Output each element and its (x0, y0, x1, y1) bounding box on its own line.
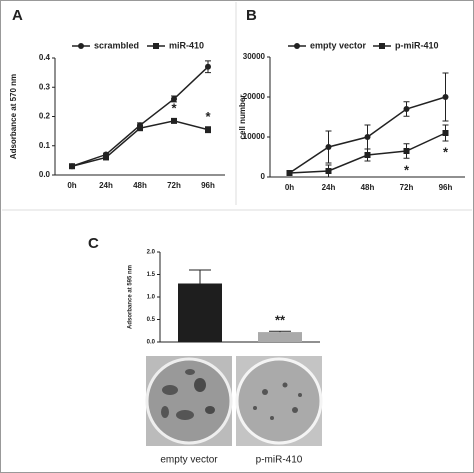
y-tick-label: 0 (261, 172, 266, 181)
y-tick-label: 1.5 (147, 272, 156, 278)
x-tick-label: 0h (285, 183, 294, 192)
y-tick-label: 0.4 (39, 53, 51, 62)
category-label: p-miR-410 (256, 455, 303, 466)
y-tick-label: 0.2 (39, 112, 51, 121)
y-tick-label: 0.5 (147, 317, 156, 323)
photo-p-mir-410 (235, 356, 323, 446)
legend-marker (153, 43, 159, 49)
x-tick-label: 72h (167, 181, 181, 190)
annotation: * (171, 100, 177, 115)
data-point (171, 117, 177, 124)
data-point (205, 126, 211, 133)
legend-label: scrambled (94, 40, 139, 50)
y-tick-label: 0.0 (147, 340, 156, 346)
x-tick-label: 72h (400, 183, 414, 192)
data-point (325, 168, 332, 174)
legend-label: miR-410 (169, 40, 204, 50)
legend-marker (78, 43, 84, 49)
data-point (205, 63, 211, 70)
y-tick-label: 0.3 (39, 82, 51, 91)
data-point (442, 130, 449, 136)
annotation: * (205, 109, 211, 124)
data-point (325, 144, 332, 150)
data-point (286, 170, 293, 176)
category-label: empty vector (160, 455, 218, 466)
data-point (403, 148, 410, 154)
data-point (403, 106, 410, 112)
y-tick-label: 20000 (243, 92, 266, 101)
panel-label: B (246, 7, 257, 24)
legend-label: empty vector (310, 40, 367, 50)
x-tick-label: 96h (439, 183, 453, 192)
data-point (137, 125, 143, 132)
y-tick-label: 30000 (243, 52, 266, 61)
legend-label: p-miR-410 (395, 40, 439, 50)
y-tick-label: 0.1 (39, 141, 51, 150)
x-tick-label: 24h (99, 181, 113, 190)
x-tick-label: 48h (133, 181, 147, 190)
data-point (103, 154, 109, 161)
annotation: * (443, 144, 449, 159)
x-tick-label: 24h (322, 183, 336, 192)
panel-label: C (88, 235, 99, 252)
x-tick-label: 0h (67, 181, 76, 190)
y-tick-label: 2.0 (147, 250, 156, 256)
data-point (364, 152, 371, 158)
panel-label: A (12, 7, 23, 24)
y-axis-label: Adsorbance at 570 nm (9, 74, 18, 159)
legend-marker (379, 43, 385, 49)
error-bar (189, 269, 211, 284)
bar (258, 332, 302, 342)
y-tick-label: 1.0 (147, 295, 156, 301)
photo-empty-vector (145, 356, 233, 446)
y-axis-label: cell number (238, 95, 247, 140)
x-tick-label: 96h (201, 181, 215, 190)
y-tick-label: 0.0 (39, 170, 51, 179)
data-point (442, 94, 449, 100)
bar (178, 283, 222, 342)
x-tick-label: 48h (361, 183, 375, 192)
legend-marker (294, 43, 300, 49)
annotation: ** (275, 313, 286, 328)
data-point (171, 95, 177, 102)
y-tick-label: 10000 (243, 132, 266, 141)
annotation: * (404, 162, 410, 177)
data-point (69, 163, 75, 170)
y-axis-label: Adsorbance at 595 nm (128, 265, 134, 329)
error-bar (269, 330, 291, 333)
data-point (364, 134, 371, 140)
